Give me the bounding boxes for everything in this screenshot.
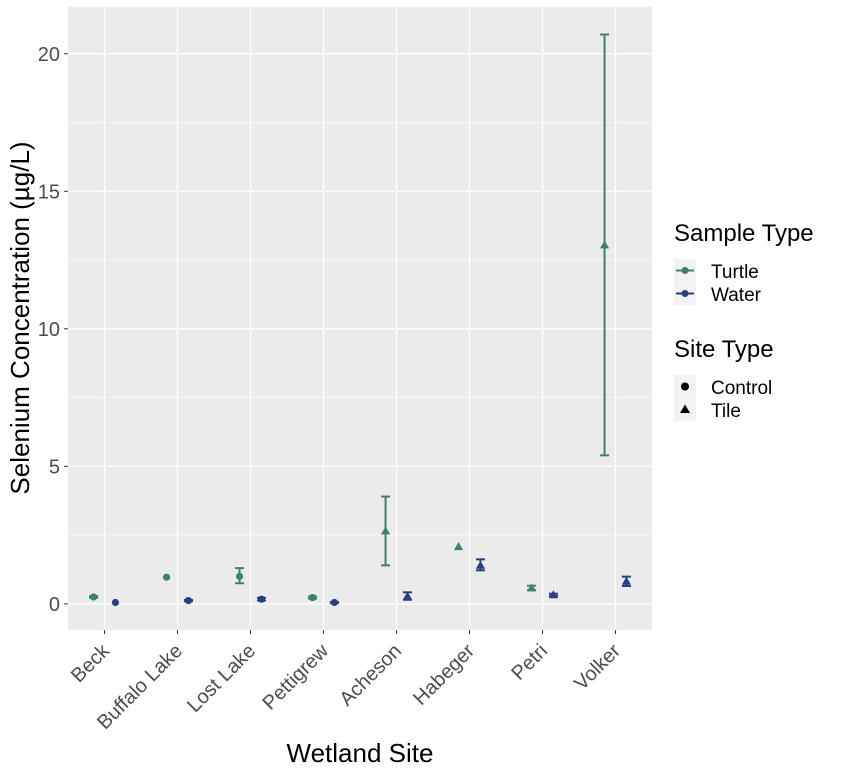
point-beck-water: [111, 598, 120, 607]
point-group-lost-lake-turtle: [235, 567, 245, 585]
point-group-pettigrew-water: [329, 598, 339, 607]
point-beck-turtle: [89, 593, 98, 601]
grid: [68, 7, 652, 630]
x-tick-label-beck: Beck: [67, 639, 115, 687]
legend-tile-label: Tile: [711, 401, 741, 422]
point-lost-lake-turtle: [235, 572, 244, 580]
legend-tile-point: [680, 404, 690, 413]
data-marks: [89, 33, 632, 607]
x-tick-label-lost-lake: Lost Lake: [183, 640, 260, 717]
point-group-lost-lake-water: [256, 595, 266, 603]
point-group-acheson-water: [402, 591, 413, 601]
x-axis-title: Wetland Site: [287, 738, 434, 768]
point-group-volker-turtle: [599, 33, 610, 457]
point-acheson-turtle: [380, 526, 391, 535]
y-tick-label: 10: [38, 319, 60, 341]
x-tick-label-acheson: Acheson: [335, 640, 406, 711]
point-group-petri-water: [548, 590, 559, 599]
point-group-beck-turtle: [89, 593, 99, 601]
point-group-buffalo-lake-turtle: [162, 573, 171, 581]
point-group-habeger-water: [475, 558, 486, 572]
y-axis-title: Selenium Concentration (µg/L): [5, 141, 35, 494]
legend-water-label: Water: [711, 285, 762, 306]
point-petri-water: [548, 590, 559, 599]
point-lost-lake-water: [257, 595, 266, 603]
point-habeger-water: [475, 560, 486, 569]
point-group-volker-water: [621, 575, 632, 587]
point-group-acheson-turtle: [380, 495, 391, 567]
point-habeger-turtle: [453, 542, 464, 551]
legend-turtle-label: Turtle: [711, 262, 759, 283]
legend-control-label: Control: [711, 378, 772, 399]
legend-turtle-point: [681, 267, 689, 274]
legend-sample-type-title: Sample Type: [674, 220, 814, 247]
y-tick-label: 5: [49, 456, 60, 478]
point-group-beck-water: [111, 598, 120, 607]
point-group-habeger-turtle: [453, 542, 464, 551]
point-buffalo-lake-water: [184, 596, 193, 605]
y-tick-label: 0: [49, 594, 60, 616]
point-group-buffalo-lake-water: [183, 596, 193, 605]
x-tick-label-habeger: Habeger: [409, 640, 479, 710]
point-volker-turtle: [599, 240, 610, 249]
legend-control-point: [681, 382, 689, 391]
legend-site-type: Site Type Control Tile: [674, 336, 774, 422]
point-volker-water: [621, 576, 632, 585]
point-buffalo-lake-turtle: [162, 573, 171, 581]
legend-site-type-title: Site Type: [674, 336, 774, 363]
y-tick-label: 20: [38, 44, 60, 66]
y-tick-label: 15: [38, 181, 60, 203]
point-group-pettigrew-turtle: [308, 593, 318, 602]
point-petri-turtle: [526, 583, 537, 592]
point-acheson-water: [402, 591, 413, 600]
x-tick-label-petri: Petri: [507, 640, 552, 685]
point-pettigrew-water: [330, 598, 339, 607]
plot-panel: [68, 7, 652, 630]
legend-water-point: [681, 290, 689, 297]
point-group-petri-turtle: [526, 583, 537, 592]
legend-sample-type: Sample Type Turtle Water: [674, 220, 814, 306]
x-tick-label-volker: Volker: [570, 640, 625, 695]
point-pettigrew-turtle: [308, 593, 317, 602]
x-tick-label-pettigrew: Pettigrew: [259, 640, 334, 715]
